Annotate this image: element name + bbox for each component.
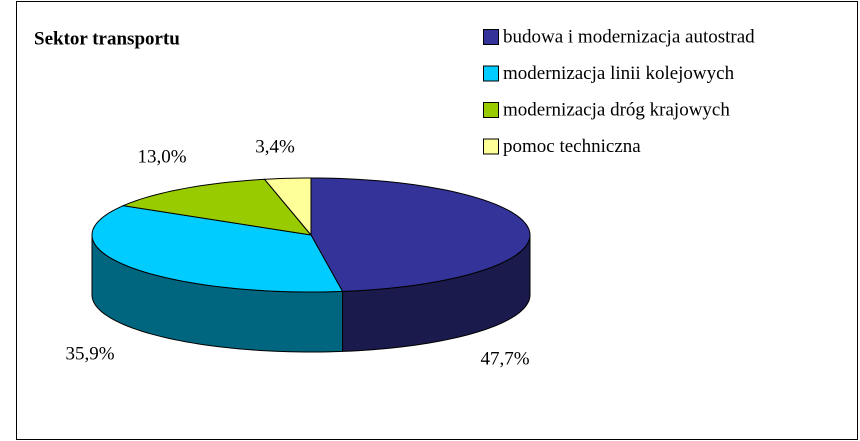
data-label: 3,4% — [255, 136, 295, 157]
data-label: 47,7% — [480, 348, 529, 369]
pie-slice — [263, 177, 312, 237]
legend-swatch — [483, 102, 499, 118]
legend-swatch — [483, 29, 499, 45]
legend-label: modernizacja linii kolejowych — [503, 63, 735, 84]
legend-label: modernizacja dróg krajowych — [503, 99, 730, 120]
pie-slice — [310, 177, 531, 292]
chart-title: Sektor transportu — [34, 28, 180, 49]
legend-label: pomoc techniczna — [503, 136, 641, 157]
data-label: 35,9% — [65, 343, 114, 364]
legend-swatch — [483, 138, 499, 155]
pie-slice — [121, 178, 313, 236]
pie-slice — [91, 205, 344, 293]
data-label: 13,0% — [137, 146, 186, 167]
legend-label: budowa i modernizacja autostrad — [503, 26, 755, 47]
legend-swatch — [483, 65, 499, 82]
